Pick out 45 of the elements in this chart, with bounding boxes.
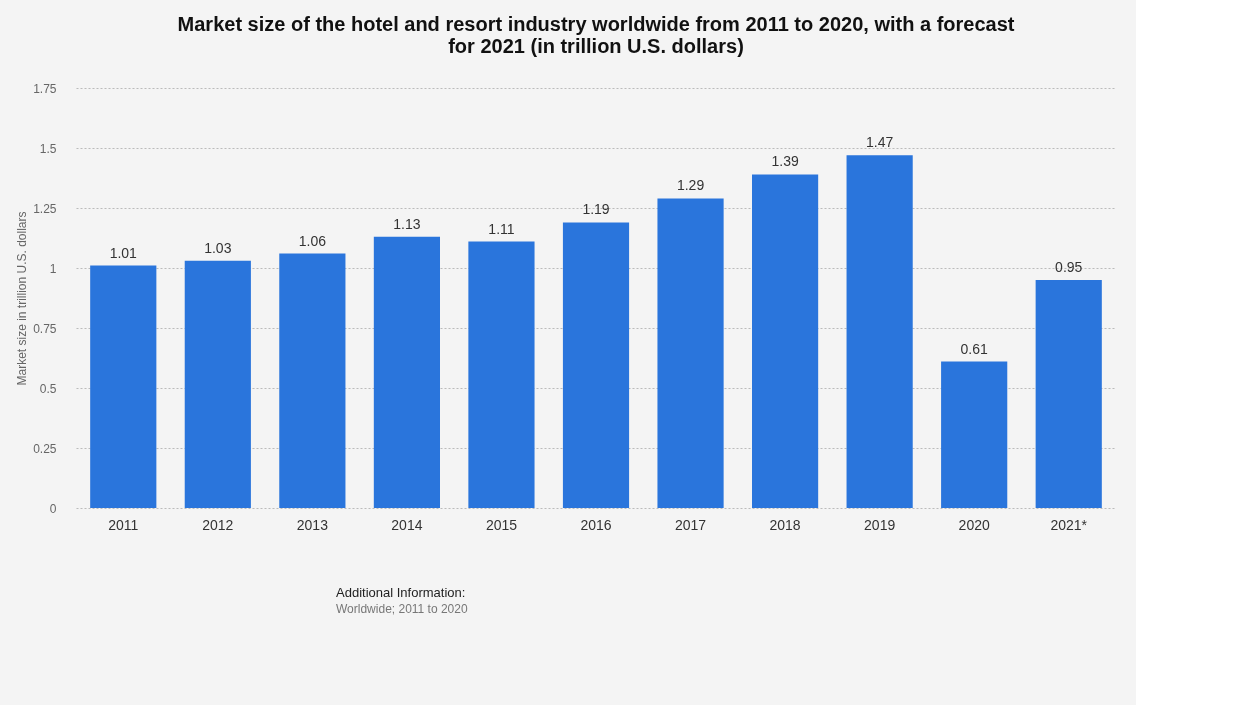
bar xyxy=(90,265,157,508)
x-tick-label: 2015 xyxy=(485,516,518,533)
bar xyxy=(562,222,630,508)
bar xyxy=(752,174,819,508)
y-axis-title: Market size in trillion U.S. dollars xyxy=(15,211,30,386)
data-label: 1.11 xyxy=(488,220,515,237)
data-label: 0.61 xyxy=(960,340,989,357)
x-tick-label: 2017 xyxy=(674,516,707,533)
data-label: 1.39 xyxy=(771,153,799,170)
data-label: 1.47 xyxy=(866,134,894,151)
bar xyxy=(373,236,440,508)
x-tick-label: 2016 xyxy=(580,516,612,533)
data-label: 1.19 xyxy=(582,201,610,218)
data-label: 1.03 xyxy=(204,239,232,256)
x-tick-label: 2012 xyxy=(202,516,234,533)
y-tick-label: 0.25 xyxy=(33,441,57,456)
data-label: 1.06 xyxy=(298,232,327,249)
text: Additional Information: xyxy=(336,585,466,600)
x-tick-label: 2014 xyxy=(391,516,423,533)
data-label: 0.95 xyxy=(1055,259,1083,275)
y-tick-label: 1.75 xyxy=(33,81,57,96)
data-label: 1.01 xyxy=(109,244,138,261)
bar xyxy=(846,155,913,508)
y-tick-label: 0 xyxy=(49,501,57,516)
bar xyxy=(1035,280,1102,508)
text: Worldwide; 2011 to 2020 xyxy=(336,602,468,616)
bar xyxy=(941,361,1008,508)
y-tick-label: 1.5 xyxy=(39,141,57,156)
x-tick-label: 2019 xyxy=(864,516,896,533)
x-tick-label: 2011 xyxy=(108,516,139,533)
data-label: 1.13 xyxy=(393,215,421,232)
x-tick-label: 2020 xyxy=(958,516,990,533)
y-tick-label: 1.25 xyxy=(33,201,57,216)
y-tick-label: 1 xyxy=(49,261,57,276)
chart-title: Market size of the hotel and resort industry worldwide from 2011 to 2020, with a forecast for 2021 (in trillion U.S. dollars) xyxy=(177,13,1015,57)
x-tick-label: 2018 xyxy=(769,516,801,533)
x-tick-label: 2013 xyxy=(296,516,329,533)
bar xyxy=(184,260,251,508)
y-tick-label: 0.75 xyxy=(33,321,57,336)
data-label: 1.29 xyxy=(676,177,705,194)
y-tick-label: 0.5 xyxy=(39,381,57,396)
bar xyxy=(657,198,724,508)
x-tick-label: 2021* xyxy=(1050,516,1088,533)
bar xyxy=(468,241,535,508)
bar xyxy=(279,253,346,508)
